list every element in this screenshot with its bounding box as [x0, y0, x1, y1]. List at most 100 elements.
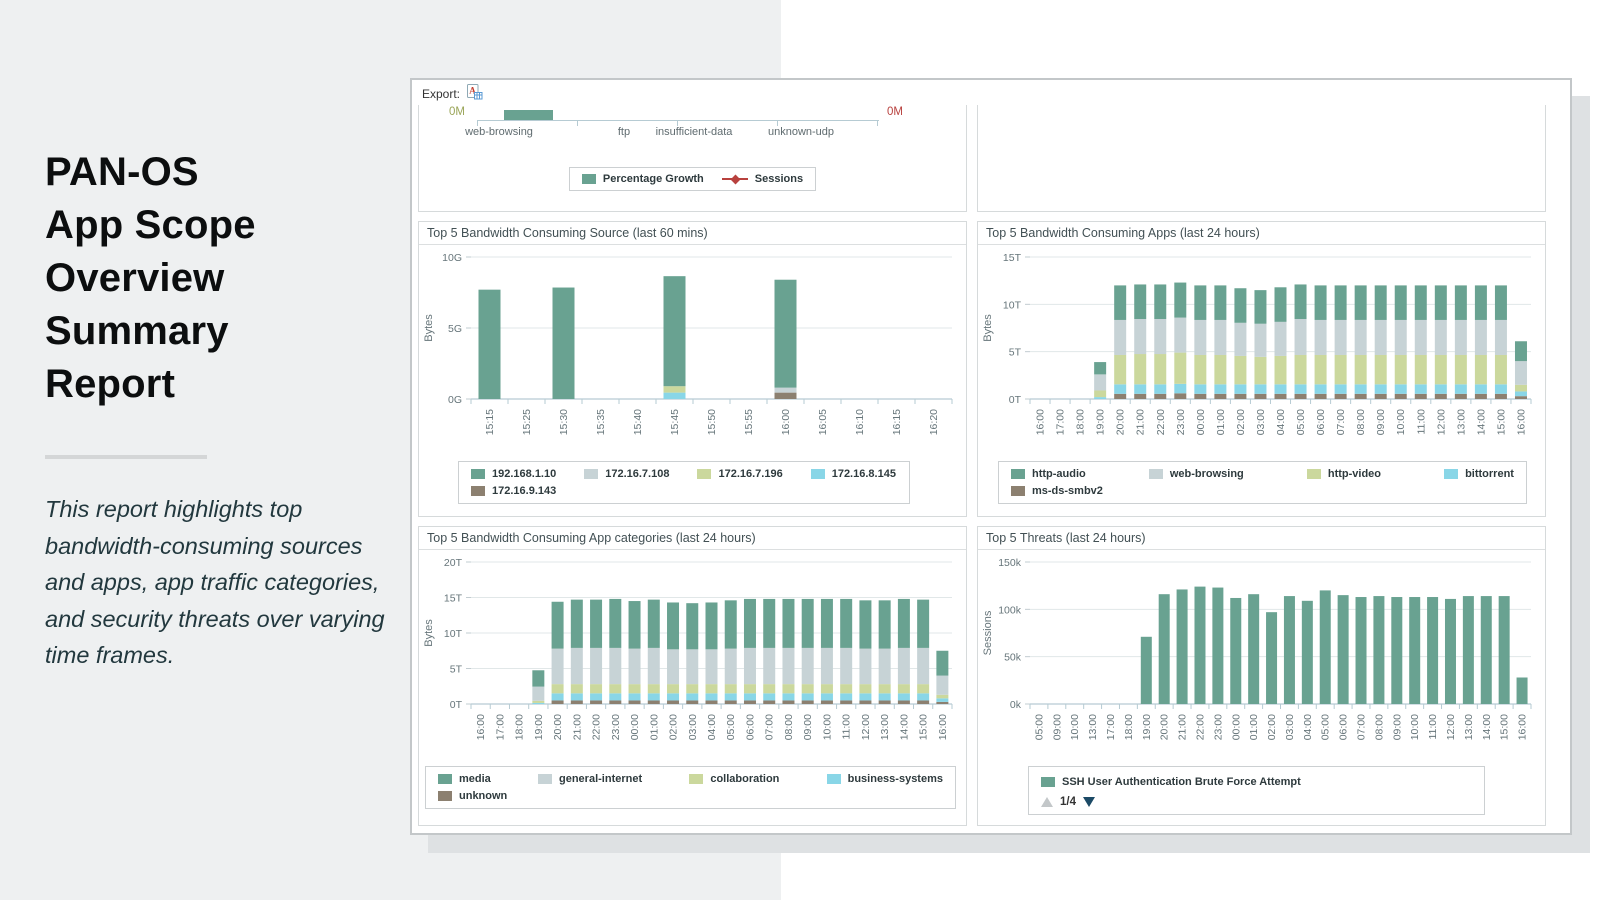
x-tick-label: 11:00 — [841, 714, 853, 740]
bar-segment — [1114, 394, 1126, 399]
legend-label: unknown — [459, 790, 507, 802]
bar-segment — [629, 693, 641, 700]
bar-segment — [1427, 597, 1438, 704]
x-tick-label: 12:00 — [1435, 409, 1447, 435]
bar-segment — [1335, 285, 1347, 320]
legend-swatch — [1011, 486, 1025, 496]
bar-segment — [879, 649, 891, 685]
pdf-export-icon[interactable]: A — [466, 84, 483, 103]
intro-column: PAN-OS App Scope Overview Summary Report… — [45, 146, 385, 674]
x-tick-label: 04:00 — [1275, 409, 1287, 435]
x-tick-label: 15:30 — [558, 409, 570, 435]
legend-item: Sessions — [722, 173, 803, 185]
bar-segment — [1395, 355, 1407, 384]
bar-segment — [629, 684, 641, 693]
x-tick-label: 18:00 — [514, 714, 526, 740]
x-tick-label: 22:00 — [591, 714, 603, 740]
x-tick-label: 06:00 — [1338, 714, 1350, 740]
bar-segment — [1214, 320, 1226, 355]
bar-segment — [1375, 355, 1387, 384]
bar-segment — [1194, 285, 1206, 320]
bar-segment — [1295, 355, 1307, 384]
bar-segment — [1455, 320, 1467, 355]
bar-segment — [706, 693, 718, 700]
bar-segment — [1275, 384, 1287, 393]
chart-canvas: 0G5G10GBytes15:1515:2515:3015:3515:4015:… — [419, 247, 966, 459]
x-tick-label: 17:00 — [1105, 714, 1117, 740]
report-panel: Export: A web-browsingftpinsufficient-da… — [410, 78, 1572, 835]
bar-segment — [1295, 394, 1307, 399]
x-tick-label: 10:00 — [1409, 714, 1421, 740]
growth-right-axis-value: 0M — [887, 106, 903, 118]
legend-item: ms-ds-smbv2 — [1011, 485, 1103, 497]
bar-segment — [1154, 319, 1166, 354]
bar-segment — [1094, 362, 1106, 374]
x-tick-label: 15:00 — [1499, 714, 1511, 740]
top5-app-categories-chart: 0T5T10T15T20TBytes16:0017:0018:0019:0020… — [419, 552, 966, 764]
legend-swatch — [1041, 777, 1055, 787]
bar-segment — [1154, 354, 1166, 384]
bar-segment — [1134, 384, 1146, 393]
bar-segment — [609, 684, 621, 693]
bar-segment — [917, 700, 929, 704]
legend-swatch — [438, 791, 452, 801]
bar-segment — [667, 684, 679, 693]
bar-segment — [763, 599, 775, 648]
bar-segment — [782, 693, 794, 700]
bar-segment — [840, 684, 852, 693]
legend-swatch — [471, 486, 485, 496]
x-tick-label: 09:00 — [802, 714, 814, 740]
bar-segment — [1375, 285, 1387, 320]
bar-segment — [571, 700, 583, 704]
bar-segment — [1114, 320, 1126, 355]
legend-item: http-audio — [1011, 468, 1086, 480]
bar-segment — [898, 684, 910, 693]
bar-segment — [821, 693, 833, 700]
x-tick-label: 16:05 — [817, 409, 829, 435]
bar-segment — [802, 684, 814, 693]
x-tick-label: 07:00 — [764, 714, 776, 740]
x-tick-label: 15:35 — [595, 409, 607, 435]
bar-segment — [1214, 355, 1226, 384]
x-tick-label: 18:00 — [1123, 714, 1135, 740]
y-tick-label: 10T — [1003, 299, 1022, 311]
bar-segment — [590, 684, 602, 693]
bar-segment — [744, 684, 756, 693]
card-app-growth: web-browsingftpinsufficient-dataunknown-… — [418, 105, 967, 212]
pager-up-icon[interactable] — [1041, 797, 1053, 807]
legend-item: web-browsing — [1149, 468, 1244, 480]
growth-legend: Percentage Growth Sessions — [569, 167, 816, 191]
bar-segment — [879, 700, 891, 704]
x-tick-label: 12:00 — [1445, 714, 1457, 740]
bar-segment — [648, 600, 660, 648]
bar-segment — [1475, 355, 1487, 384]
bar-segment — [629, 649, 641, 685]
y-tick-label: 0G — [448, 394, 462, 406]
growth-category-label: unknown-udp — [736, 126, 866, 138]
x-tick-label: 04:00 — [1302, 714, 1314, 740]
chart-canvas: 0T5T10T15T20TBytes16:0017:0018:0019:0020… — [419, 552, 966, 764]
bar-segment — [1495, 320, 1507, 355]
bar-segment — [936, 651, 948, 676]
x-tick-label: 09:00 — [1375, 409, 1387, 435]
bar-segment — [1295, 384, 1307, 393]
bar-segment — [917, 600, 929, 648]
y-tick-label: 0T — [450, 699, 463, 711]
bar-segment — [763, 693, 775, 700]
bar-segment — [1373, 596, 1384, 704]
bar-segment — [1234, 384, 1246, 393]
bar-segment — [859, 693, 871, 700]
x-tick-label: 08:00 — [783, 714, 795, 740]
x-tick-label: 15:55 — [743, 409, 755, 435]
card-title: Top 5 Bandwidth Consuming Source (last 6… — [419, 222, 966, 245]
bar-segment — [629, 601, 641, 649]
x-tick-label: 21:00 — [571, 714, 583, 740]
bar-segment — [1214, 384, 1226, 393]
legend-swatch — [584, 469, 598, 479]
pager-down-icon[interactable] — [1083, 797, 1095, 807]
threat-pager: 1/4 — [1041, 796, 1472, 808]
bar-segment — [821, 648, 833, 684]
bar-segment — [1315, 355, 1327, 384]
bar-segment — [1455, 394, 1467, 399]
bar-segment — [1284, 596, 1295, 704]
